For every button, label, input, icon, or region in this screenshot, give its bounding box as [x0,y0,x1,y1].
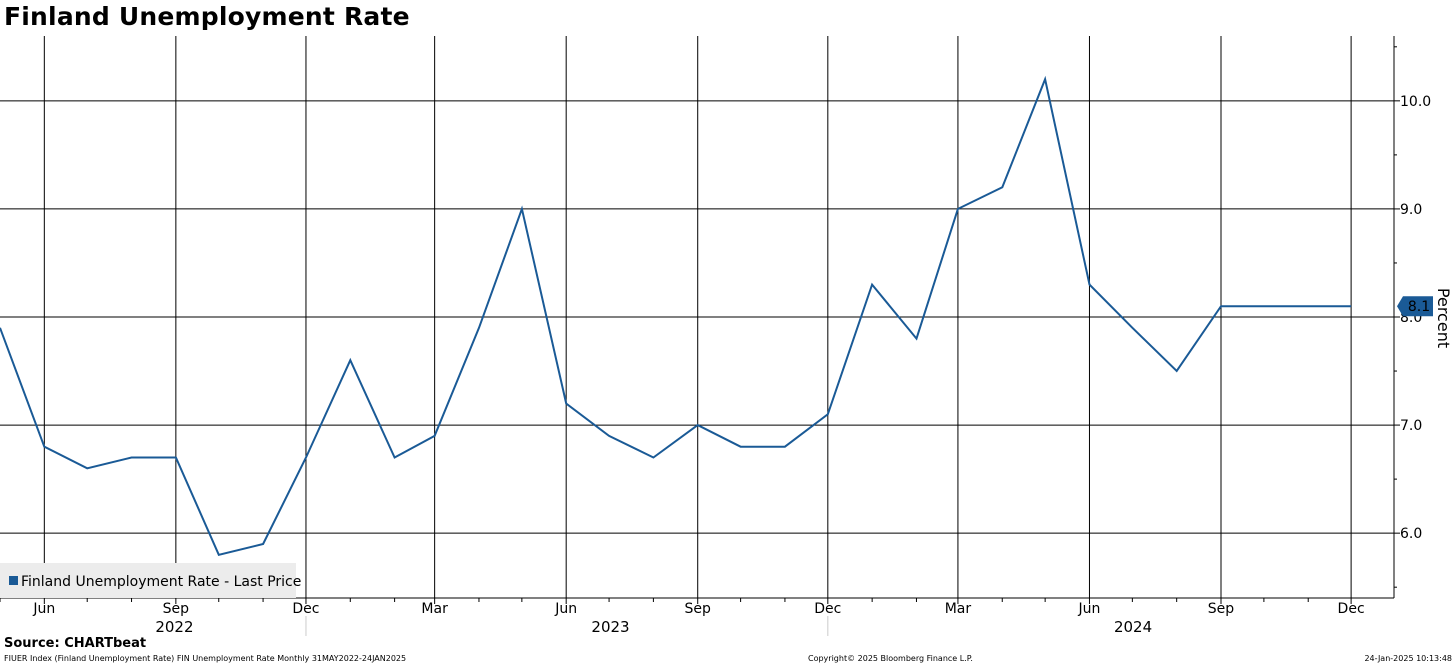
y-tick-label: 7.0 [1400,418,1422,434]
x-tick-label: Jun [1078,601,1101,617]
footer-timestamp: 24-Jan-2025 10:13:48 [1364,654,1452,663]
legend-label: Finland Unemployment Rate - Last Price [21,574,301,590]
x-tick-label: Sep [1208,601,1235,617]
source-note: Source: CHARTbeat [4,636,147,651]
footer-copyright: Copyright© 2025 Bloomberg Finance L.P. [808,654,973,663]
y-axis-label: Percent [1434,288,1453,348]
y-tick-label: 10.0 [1400,94,1431,110]
y-tick-label: 9.0 [1400,202,1422,218]
series-line-finland-unemployment [0,75,1352,556]
year-label: 2022 [155,618,193,636]
last-price-tag [1397,296,1433,317]
legend-background [0,563,296,598]
x-tick-label: Mar [945,601,972,617]
x-tick-label: Mar [421,601,448,617]
footer-index-info: FIUER Index (Finland Unemployment Rate) … [4,654,407,663]
chart-title: Finland Unemployment Rate [4,2,410,31]
series-layer [0,75,1352,556]
x-tick-label: Jun [554,601,577,617]
x-tick-label: Dec [1338,601,1365,617]
grid-lines [0,36,1394,598]
last-price-label: 8.1 [1408,299,1430,315]
y-tick-label: 6.0 [1400,526,1422,542]
x-tick-label: Sep [685,601,712,617]
year-label: 2024 [1114,618,1152,636]
x-tick-label: Dec [292,601,319,617]
year-label: 2023 [591,618,629,636]
legend-swatch [9,576,18,585]
x-tick-label: Dec [814,601,841,617]
legend: Finland Unemployment Rate - Last Price [0,563,301,598]
x-tick-label: Sep [163,601,190,617]
x-tick-label: Jun [32,601,55,617]
axes [0,36,1400,636]
